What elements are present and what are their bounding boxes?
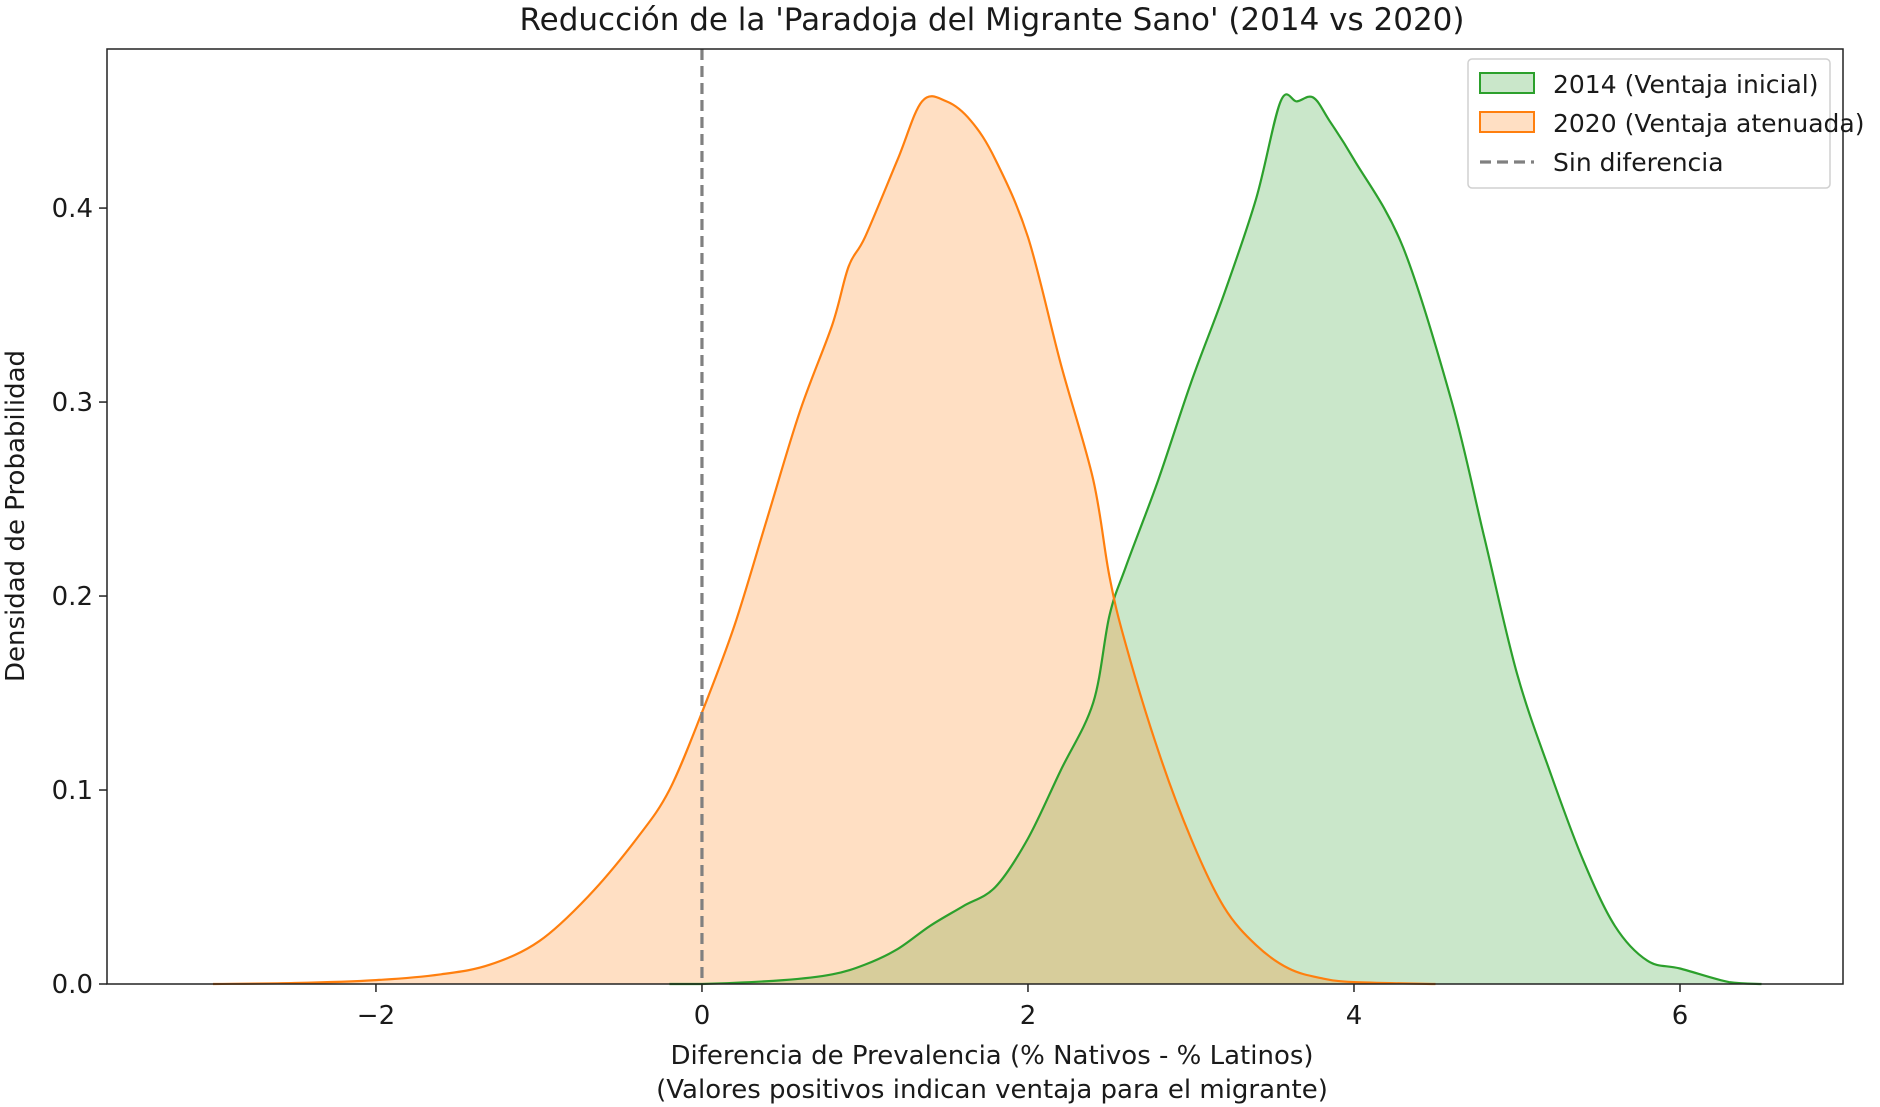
legend-swatch-2020 <box>1479 111 1535 133</box>
density-line-2014 <box>669 93 1762 986</box>
legend-swatch-2014 <box>1479 72 1535 94</box>
x-axis-label: Diferencia de Prevalencia (% Nativos - %… <box>670 1041 1313 1071</box>
legend-box <box>1467 58 1831 189</box>
y-axis-ticks: 0.0 0.1 0.2 0.3 0.4 <box>52 194 107 1000</box>
y-tick-label: 0.4 <box>52 194 93 224</box>
legend-label-2014: 2014 (Ventaja inicial) <box>1553 70 1819 99</box>
legend-label-sin-diferencia: Sin diferencia <box>1553 148 1724 177</box>
density-line-2020 <box>212 95 1436 986</box>
density-area-2020 <box>213 96 1436 984</box>
x-axis-label-line2: (Valores positivos indican ventaja para … <box>656 1075 1328 1105</box>
legend: 2014 (Ventaja inicial) 2020 (Ventaja ate… <box>1467 58 1865 189</box>
x-tick-label: 0 <box>694 1001 711 1031</box>
plot-frame <box>106 48 1844 985</box>
density-area-2014 <box>669 94 1762 985</box>
chart-title: Reducción de la 'Paradoja del Migrante S… <box>519 2 1464 38</box>
x-tick-label: 4 <box>1346 1001 1363 1031</box>
series-layer <box>212 93 1762 986</box>
y-tick-label: 0.3 <box>52 388 93 418</box>
y-tick-label: 0.1 <box>52 776 93 806</box>
y-tick-label: 0.2 <box>52 582 93 612</box>
x-tick-label: 2 <box>1020 1001 1037 1031</box>
legend-label-2020: 2020 (Ventaja atenuada) <box>1553 109 1865 138</box>
x-tick-label: −2 <box>357 1001 395 1031</box>
y-tick-label: 0.0 <box>52 970 93 1000</box>
x-axis-ticks: −2 0 2 4 6 <box>357 984 1688 1031</box>
y-axis-label: Densidad de Probabilidad <box>1 350 31 682</box>
x-tick-label: 6 <box>1672 1001 1689 1031</box>
